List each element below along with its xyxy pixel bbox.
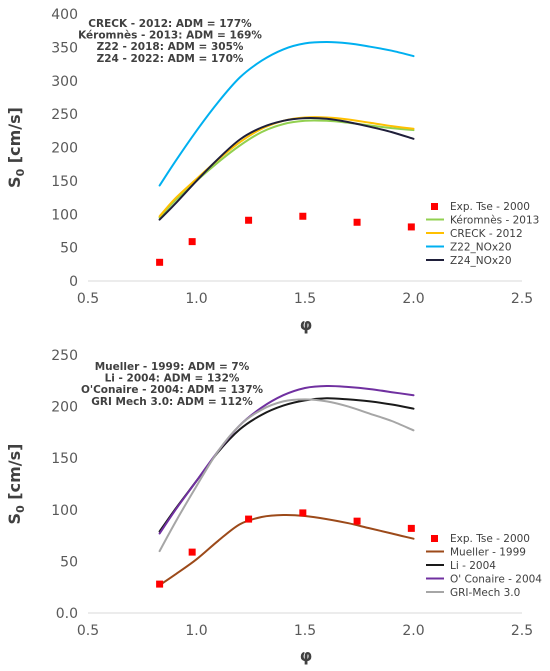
- experiment-marker: [299, 509, 307, 517]
- y-axis-title-subscript: 0: [14, 168, 27, 176]
- y-axis-title: S0 [cm/s]: [5, 107, 27, 188]
- series-line-3: [158, 384, 415, 535]
- legend-label: Exp. Tse - 2000: [450, 533, 530, 545]
- adm-annotation: Li - 2004: ADM = 132%: [105, 373, 240, 385]
- legend-marker-experiment: [431, 203, 438, 210]
- y-axis-title-main: S: [5, 513, 24, 525]
- y-tick-label: 150: [51, 174, 78, 190]
- series-line-4: [158, 398, 415, 553]
- x-tick-label: 2.0: [402, 623, 424, 639]
- y-tick-label: 350: [51, 40, 78, 56]
- y-tick-label: 50: [60, 241, 78, 257]
- adm-annotation: CRECK - 2012: ADM = 177%: [88, 18, 252, 30]
- legend-label: Z24_NOx20: [450, 255, 512, 267]
- legend-label: Z22_NOx20: [450, 242, 512, 254]
- x-axis-title: φ: [300, 315, 313, 334]
- adm-annotation: Z24 - 2022: ADM = 170%: [97, 53, 244, 65]
- x-tick-label: 1.0: [185, 291, 207, 307]
- legend-label: Kéromnès - 2013: [450, 215, 539, 227]
- y-tick-label: 200: [51, 400, 78, 416]
- y-axis-title: S0 [cm/s]: [5, 444, 27, 525]
- y-tick-label: 250: [51, 107, 78, 123]
- y-tick-label: 0.0: [56, 606, 78, 622]
- y-tick-label: 50: [60, 554, 78, 570]
- legend-label: Li - 2004: [450, 560, 496, 572]
- experiment-marker: [353, 517, 361, 525]
- adm-annotation: Mueller - 1999: ADM = 7%: [95, 361, 250, 373]
- x-tick-label: 0.5: [77, 623, 99, 639]
- y-tick-label: 150: [51, 451, 78, 467]
- series-line-1: [158, 513, 415, 587]
- x-tick-label: 1.5: [294, 291, 316, 307]
- x-tick-label: 0.5: [77, 291, 99, 307]
- y-axis-title-unit: [cm/s]: [5, 444, 24, 506]
- x-tick-label: 1.5: [294, 623, 316, 639]
- experiment-marker: [353, 218, 361, 226]
- x-tick-label: 2.5: [511, 291, 533, 307]
- y-tick-label: 100: [51, 207, 78, 223]
- chart-panel-2: 0.0 50 100 150 200 250 0.5 1.0 1.5 2.0 2.5 φ S0 [cm/…: [5, 348, 542, 665]
- experiment-marker: [245, 216, 253, 224]
- experiment-marker: [188, 238, 196, 246]
- adm-annotation: GRI Mech 3.0: ADM = 112%: [91, 396, 253, 408]
- y-tick-label: 0: [69, 274, 78, 290]
- experiment-marker: [188, 548, 196, 556]
- legend-label: CRECK - 2012: [450, 228, 523, 240]
- legend-label: Mueller - 1999: [450, 547, 526, 559]
- experiment-marker: [407, 524, 415, 532]
- x-tick-label: 2.5: [511, 623, 533, 639]
- y-tick-label: 200: [51, 141, 78, 157]
- x-tick-label: 1.0: [185, 623, 207, 639]
- legend-label: Exp. Tse - 2000: [450, 201, 530, 213]
- legend-marker-experiment: [431, 535, 438, 542]
- series-line-2: [158, 397, 415, 533]
- x-tick-label: 2.0: [402, 291, 424, 307]
- series-line-4: [158, 116, 415, 221]
- x-axis-title: φ: [300, 646, 313, 665]
- adm-annotation: Z22 - 2018: ADM = 305%: [97, 41, 244, 53]
- legend-label: GRI-Mech 3.0: [450, 587, 520, 599]
- y-tick-label: 300: [51, 74, 78, 90]
- chart-panel-1: 0 50 100 150 200 250 300 350 400 0.5 1.0 1.5 2.0 2.5 φ…: [5, 7, 539, 334]
- y-axis-title-subscript: 0: [14, 505, 27, 513]
- legend-label: O' Conaire - 2004: [450, 574, 542, 586]
- experiment-marker: [299, 212, 307, 220]
- series-line-2: [158, 116, 415, 218]
- series-line-3: [158, 41, 415, 187]
- y-tick-label: 250: [51, 348, 78, 364]
- experiment-marker: [156, 258, 164, 266]
- adm-annotation: O'Conaire - 2004: ADM = 137%: [81, 384, 264, 396]
- experiment-marker: [407, 223, 415, 231]
- adm-annotation: Kéromnès - 2013: ADM = 169%: [78, 30, 262, 42]
- experiment-marker: [245, 515, 253, 523]
- experiment-marker: [156, 580, 164, 588]
- series-line-1: [158, 119, 415, 219]
- y-tick-label: 100: [51, 503, 78, 519]
- y-tick-label: 400: [51, 7, 78, 23]
- y-axis-title-unit: [cm/s]: [5, 107, 24, 169]
- y-axis-title-main: S: [5, 176, 24, 188]
